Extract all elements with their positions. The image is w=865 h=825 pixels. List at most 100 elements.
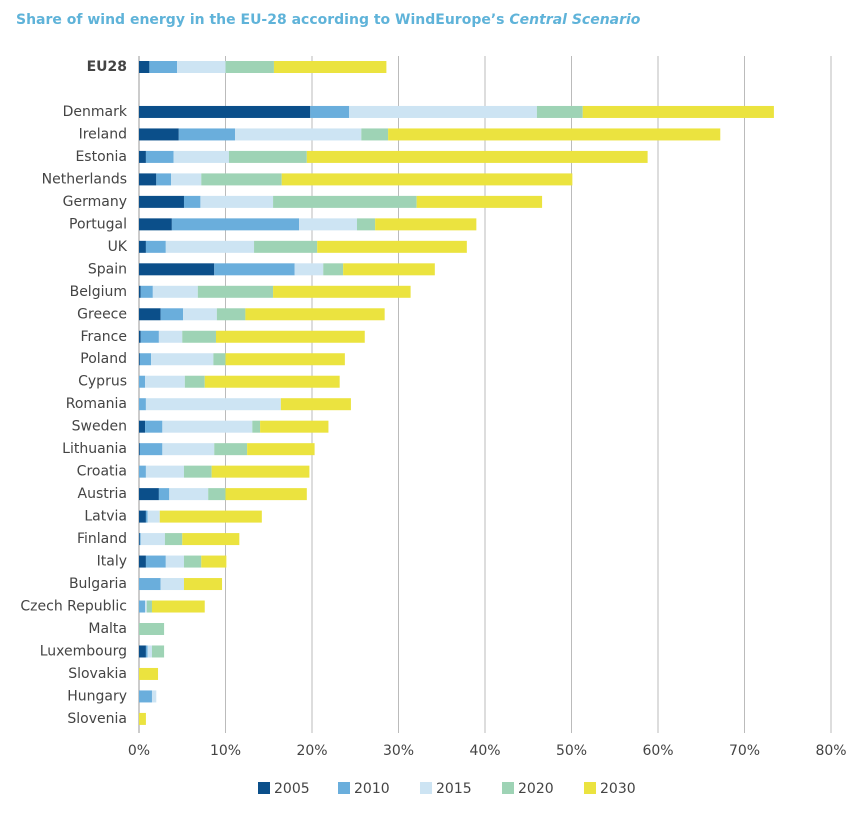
- bar-segment: [306, 150, 648, 163]
- y-tick-label: Netherlands: [42, 171, 127, 187]
- bar-segment: [139, 667, 159, 680]
- bar-segment: [139, 465, 146, 478]
- legend-swatch: [338, 782, 350, 794]
- bar-segment: [145, 420, 163, 433]
- bar-segment: [201, 173, 282, 186]
- bar-segment: [183, 195, 201, 208]
- bar-segment: [245, 308, 385, 321]
- bar-segment: [139, 375, 146, 388]
- bar-segment: [140, 330, 159, 343]
- bar-segment: [416, 195, 543, 208]
- bar-segment: [388, 128, 721, 141]
- bar-segment: [582, 105, 774, 118]
- y-tick-label: Germany: [63, 194, 127, 210]
- bar-segment: [139, 398, 146, 411]
- chart-title: Share of wind energy in the EU-28 accord…: [16, 12, 641, 28]
- bar-segment: [184, 375, 205, 388]
- x-tick-label: 80%: [815, 743, 846, 759]
- bar-segment: [294, 263, 324, 276]
- bar-segment: [139, 712, 146, 725]
- y-tick-label: Italy: [97, 554, 127, 570]
- bar-segment: [139, 690, 152, 703]
- bar-segment: [281, 173, 573, 186]
- bar-segment: [139, 443, 163, 456]
- bar-segment: [201, 555, 227, 568]
- bar-segment: [247, 443, 315, 456]
- y-tick-label: Slovenia: [67, 711, 127, 727]
- bar-segment: [225, 61, 274, 73]
- bar-segment: [213, 353, 226, 366]
- bar-segment: [162, 420, 253, 433]
- legend-swatch: [420, 782, 432, 794]
- bar-segment: [178, 128, 236, 141]
- bar-segment: [139, 353, 152, 366]
- bar-segment: [317, 240, 467, 253]
- bar-segment: [323, 263, 344, 276]
- bar-segment: [182, 330, 216, 343]
- bar-segment: [310, 105, 350, 118]
- bar-segment: [208, 488, 226, 501]
- legend-swatch: [258, 782, 270, 794]
- bar-segment: [177, 61, 226, 73]
- bar-segment: [139, 645, 146, 658]
- legend-label: 2020: [518, 781, 554, 797]
- bar-segment: [160, 308, 184, 321]
- bar-segment: [139, 308, 161, 321]
- bar-segment: [228, 150, 307, 163]
- y-tick-label: Poland: [80, 351, 127, 367]
- y-tick-label: Belgium: [70, 284, 127, 300]
- bar-segment: [146, 600, 152, 613]
- x-tick-label: 60%: [642, 743, 673, 759]
- y-tick-label: EU28: [87, 59, 127, 75]
- bar-segment: [139, 623, 165, 635]
- bar-segment: [152, 285, 198, 298]
- bar-segment: [171, 218, 300, 231]
- bar-segment: [151, 353, 214, 366]
- bar-segment: [139, 240, 146, 253]
- bar-segment: [169, 488, 209, 501]
- bar-segment: [139, 420, 146, 433]
- bar-segment: [280, 398, 351, 411]
- x-tick-label: 20%: [296, 743, 327, 759]
- bar-segment: [204, 375, 340, 388]
- bar-segment: [235, 128, 362, 141]
- y-tick-label: Luxembourg: [40, 643, 127, 659]
- bar-segment: [200, 195, 274, 208]
- y-tick-label: UK: [108, 239, 128, 255]
- title-main: Share of wind energy in the EU-28 accord…: [16, 12, 504, 28]
- bar-segment: [139, 263, 215, 276]
- bar-segment: [139, 578, 161, 591]
- y-tick-label: Sweden: [72, 419, 127, 435]
- bar-segment: [211, 465, 310, 478]
- bar-segment: [214, 443, 248, 456]
- bar-segment: [158, 488, 170, 501]
- bar-segment: [536, 105, 583, 118]
- bar-segment: [145, 240, 166, 253]
- bar-segment: [225, 488, 307, 501]
- bar-segment: [140, 285, 153, 298]
- bar-segment: [139, 61, 150, 73]
- bar-segment: [139, 600, 146, 613]
- bar-segment: [183, 465, 212, 478]
- x-tick-label: 50%: [556, 743, 587, 759]
- bar-segment: [139, 488, 159, 501]
- bar-segment: [160, 578, 184, 591]
- bar-segment: [183, 308, 217, 321]
- bar-segment: [216, 308, 246, 321]
- bar-segment: [151, 690, 157, 703]
- bar-segment: [139, 330, 141, 343]
- bar-segment: [139, 533, 140, 546]
- bar-segment: [182, 533, 240, 546]
- bar-segment: [139, 510, 146, 523]
- bar-segment: [145, 465, 184, 478]
- y-tick-label: Latvia: [84, 509, 127, 525]
- bar-segment: [273, 195, 417, 208]
- bar-segment: [139, 555, 146, 568]
- bar-segment: [145, 555, 166, 568]
- bar-segment: [162, 443, 215, 456]
- legend-label: 2015: [436, 781, 472, 797]
- bar-segment: [375, 218, 477, 231]
- bar-segment: [356, 218, 376, 231]
- bar-segment: [147, 510, 160, 523]
